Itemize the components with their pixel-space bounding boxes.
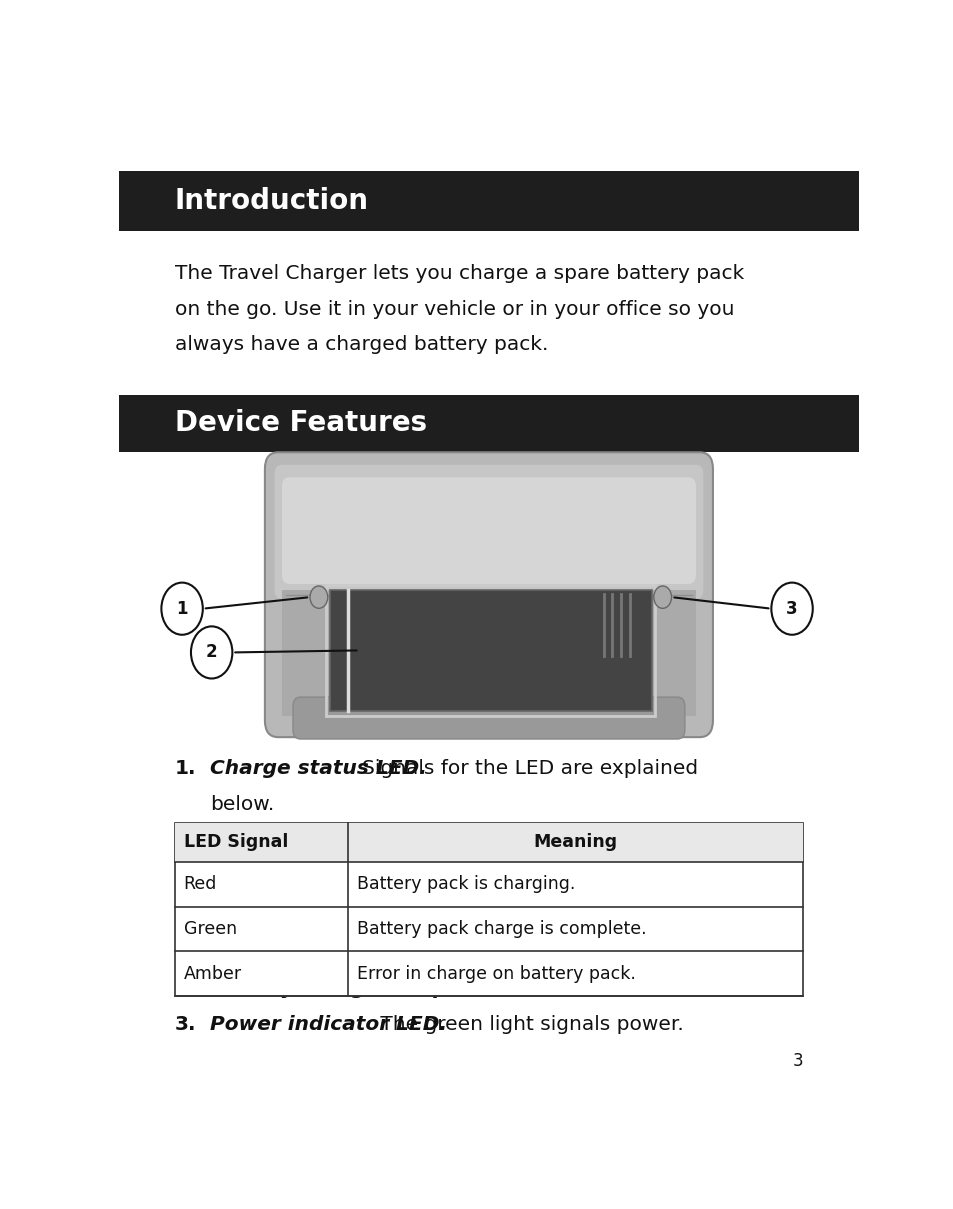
Text: The green light signals power.: The green light signals power.	[374, 1016, 683, 1035]
Bar	[282, 590, 696, 716]
Text: below.: below.	[210, 794, 274, 814]
Circle shape	[771, 583, 812, 635]
Text: Signals for the LED are explained: Signals for the LED are explained	[361, 759, 698, 779]
Bar	[119, 394, 858, 452]
Bar	[174, 823, 802, 996]
Bar	[330, 590, 651, 711]
Text: Green: Green	[183, 920, 236, 938]
Text: LED Signal: LED Signal	[183, 833, 288, 851]
FancyBboxPatch shape	[281, 478, 696, 584]
Text: Meaning: Meaning	[533, 833, 618, 851]
Circle shape	[191, 626, 233, 678]
Text: Battery pack is charging.: Battery pack is charging.	[357, 875, 575, 893]
FancyBboxPatch shape	[265, 452, 712, 737]
Text: 3: 3	[792, 1052, 802, 1070]
Bar	[119, 172, 858, 231]
Text: 2.: 2.	[174, 979, 196, 999]
Text: Introduction: Introduction	[174, 187, 368, 215]
Circle shape	[161, 583, 203, 635]
Text: on the go. Use it in your vehicle or in your office so you: on the go. Use it in your vehicle or in …	[174, 300, 734, 319]
Text: The Travel Charger lets you charge a spare battery pack: The Travel Charger lets you charge a spa…	[174, 265, 743, 283]
Circle shape	[653, 586, 671, 608]
Text: Battery charge compartment.: Battery charge compartment.	[210, 979, 547, 999]
Text: Charge status LED.: Charge status LED.	[210, 759, 427, 779]
Circle shape	[310, 586, 328, 608]
Text: Power indicator LED.: Power indicator LED.	[210, 1016, 447, 1035]
Text: Battery pack charge is complete.: Battery pack charge is complete.	[357, 920, 646, 938]
Text: Device Features: Device Features	[174, 410, 426, 438]
Text: always have a charged battery pack.: always have a charged battery pack.	[174, 335, 548, 354]
Text: Amber: Amber	[183, 965, 241, 983]
FancyBboxPatch shape	[293, 698, 684, 739]
Text: Error in charge on battery pack.: Error in charge on battery pack.	[357, 965, 636, 983]
Text: 1: 1	[176, 600, 188, 618]
Text: 3.: 3.	[174, 1016, 196, 1035]
Bar	[174, 823, 802, 862]
FancyBboxPatch shape	[274, 464, 702, 598]
Text: 1.: 1.	[174, 759, 196, 779]
Text: Red: Red	[183, 875, 216, 893]
Text: 2: 2	[206, 643, 217, 661]
Text: 3: 3	[785, 600, 797, 618]
